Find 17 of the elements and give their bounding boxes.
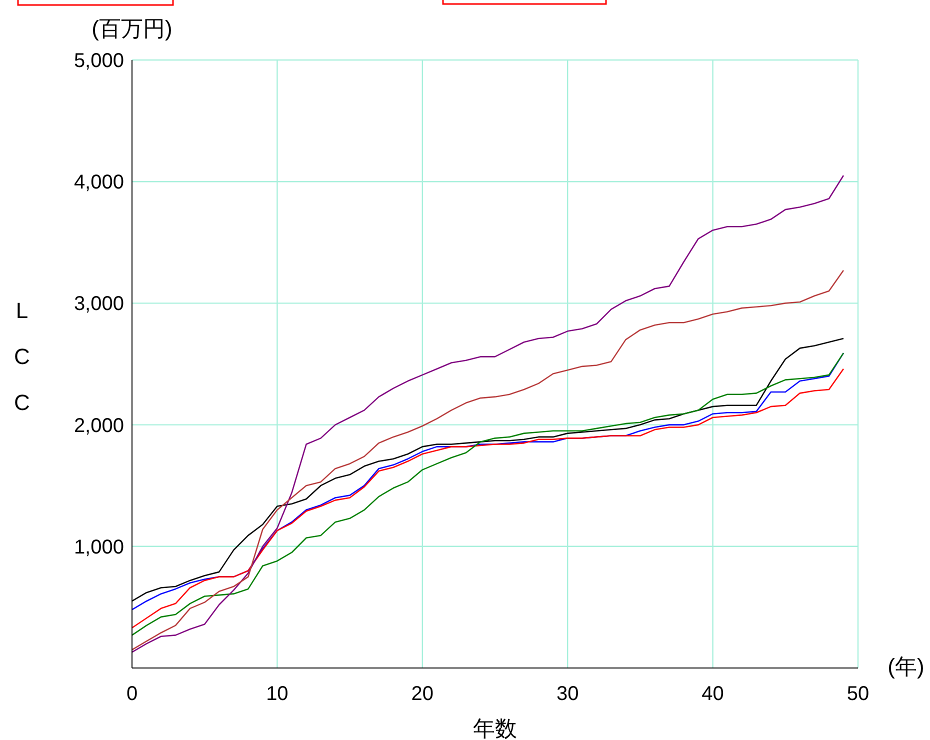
x-tick-label: 50 <box>846 683 870 705</box>
x-axis-title: 年数 <box>473 716 517 740</box>
text: (百万円) <box>92 16 172 41</box>
y-tick-label: 2,000 <box>74 414 124 437</box>
x-tick-label: 10 <box>266 683 288 705</box>
line-series <box>131 174 844 653</box>
y-tick-label: 5,000 <box>74 50 124 72</box>
x-tick-label: 30 <box>556 683 579 705</box>
text: (年) <box>888 654 924 679</box>
x-tick-label: 40 <box>702 683 724 705</box>
y-tick-label: 4,000 <box>74 172 124 194</box>
line-series <box>131 270 844 650</box>
x-tick-label: 20 <box>411 683 434 705</box>
y-tick-label: 3,000 <box>74 293 124 316</box>
y-tick-label: 1,000 <box>74 536 124 558</box>
y-axis-title: LCC <box>14 298 30 415</box>
x-tick-label: 0 <box>126 683 138 705</box>
